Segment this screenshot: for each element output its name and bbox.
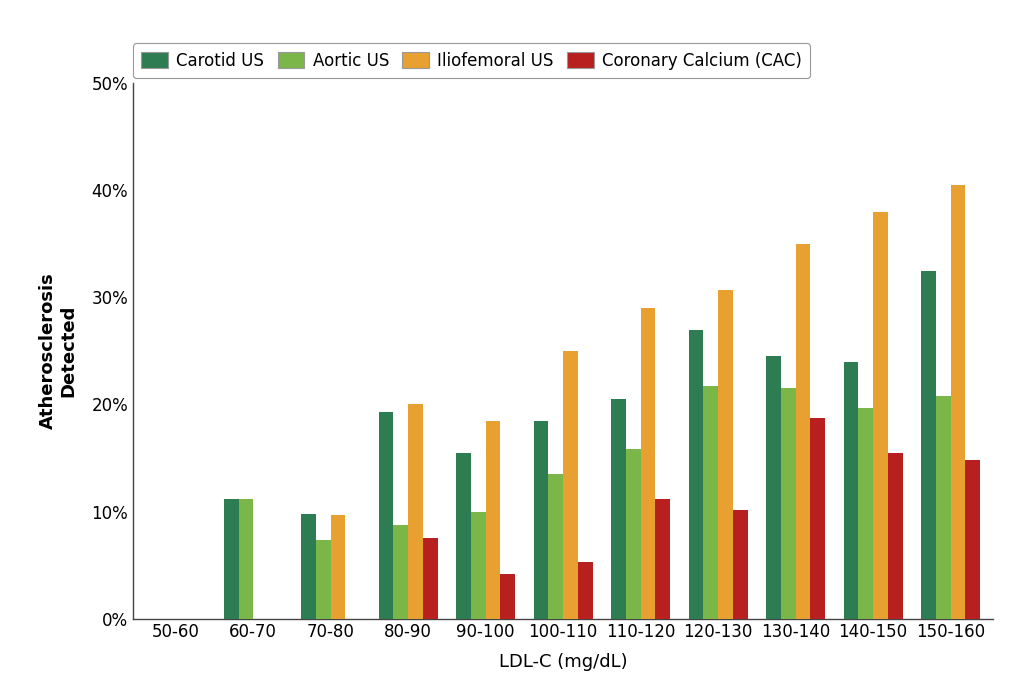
Bar: [655, 499, 670, 619]
Bar: [393, 525, 409, 619]
Bar: [457, 452, 471, 619]
Bar: [485, 420, 501, 619]
Bar: [718, 290, 733, 619]
Bar: [810, 418, 825, 619]
Bar: [966, 460, 980, 619]
Bar: [733, 510, 748, 619]
Bar: [549, 474, 563, 619]
Bar: [781, 389, 796, 619]
Bar: [471, 512, 485, 619]
Bar: [858, 408, 873, 619]
Bar: [873, 212, 888, 619]
Bar: [796, 244, 810, 619]
Bar: [641, 308, 655, 619]
Bar: [922, 270, 936, 619]
Bar: [611, 399, 626, 619]
X-axis label: LDL-C (mg/dL): LDL-C (mg/dL): [499, 653, 628, 671]
Bar: [409, 404, 423, 619]
Bar: [501, 573, 515, 619]
Bar: [888, 452, 902, 619]
Bar: [936, 396, 950, 619]
Bar: [423, 538, 437, 619]
Bar: [224, 499, 239, 619]
Bar: [301, 514, 316, 619]
Y-axis label: Atherosclerosis
Detected: Atherosclerosis Detected: [39, 272, 78, 430]
Bar: [239, 499, 253, 619]
Bar: [578, 562, 593, 619]
Bar: [703, 386, 718, 619]
Bar: [379, 412, 393, 619]
Bar: [766, 357, 781, 619]
Bar: [563, 351, 578, 619]
Bar: [626, 450, 641, 619]
Legend: Carotid US, Aortic US, Iliofemoral US, Coronary Calcium (CAC): Carotid US, Aortic US, Iliofemoral US, C…: [133, 43, 810, 78]
Bar: [534, 420, 549, 619]
Bar: [689, 329, 703, 619]
Bar: [844, 361, 858, 619]
Bar: [316, 541, 331, 619]
Bar: [950, 185, 966, 619]
Bar: [331, 515, 345, 619]
